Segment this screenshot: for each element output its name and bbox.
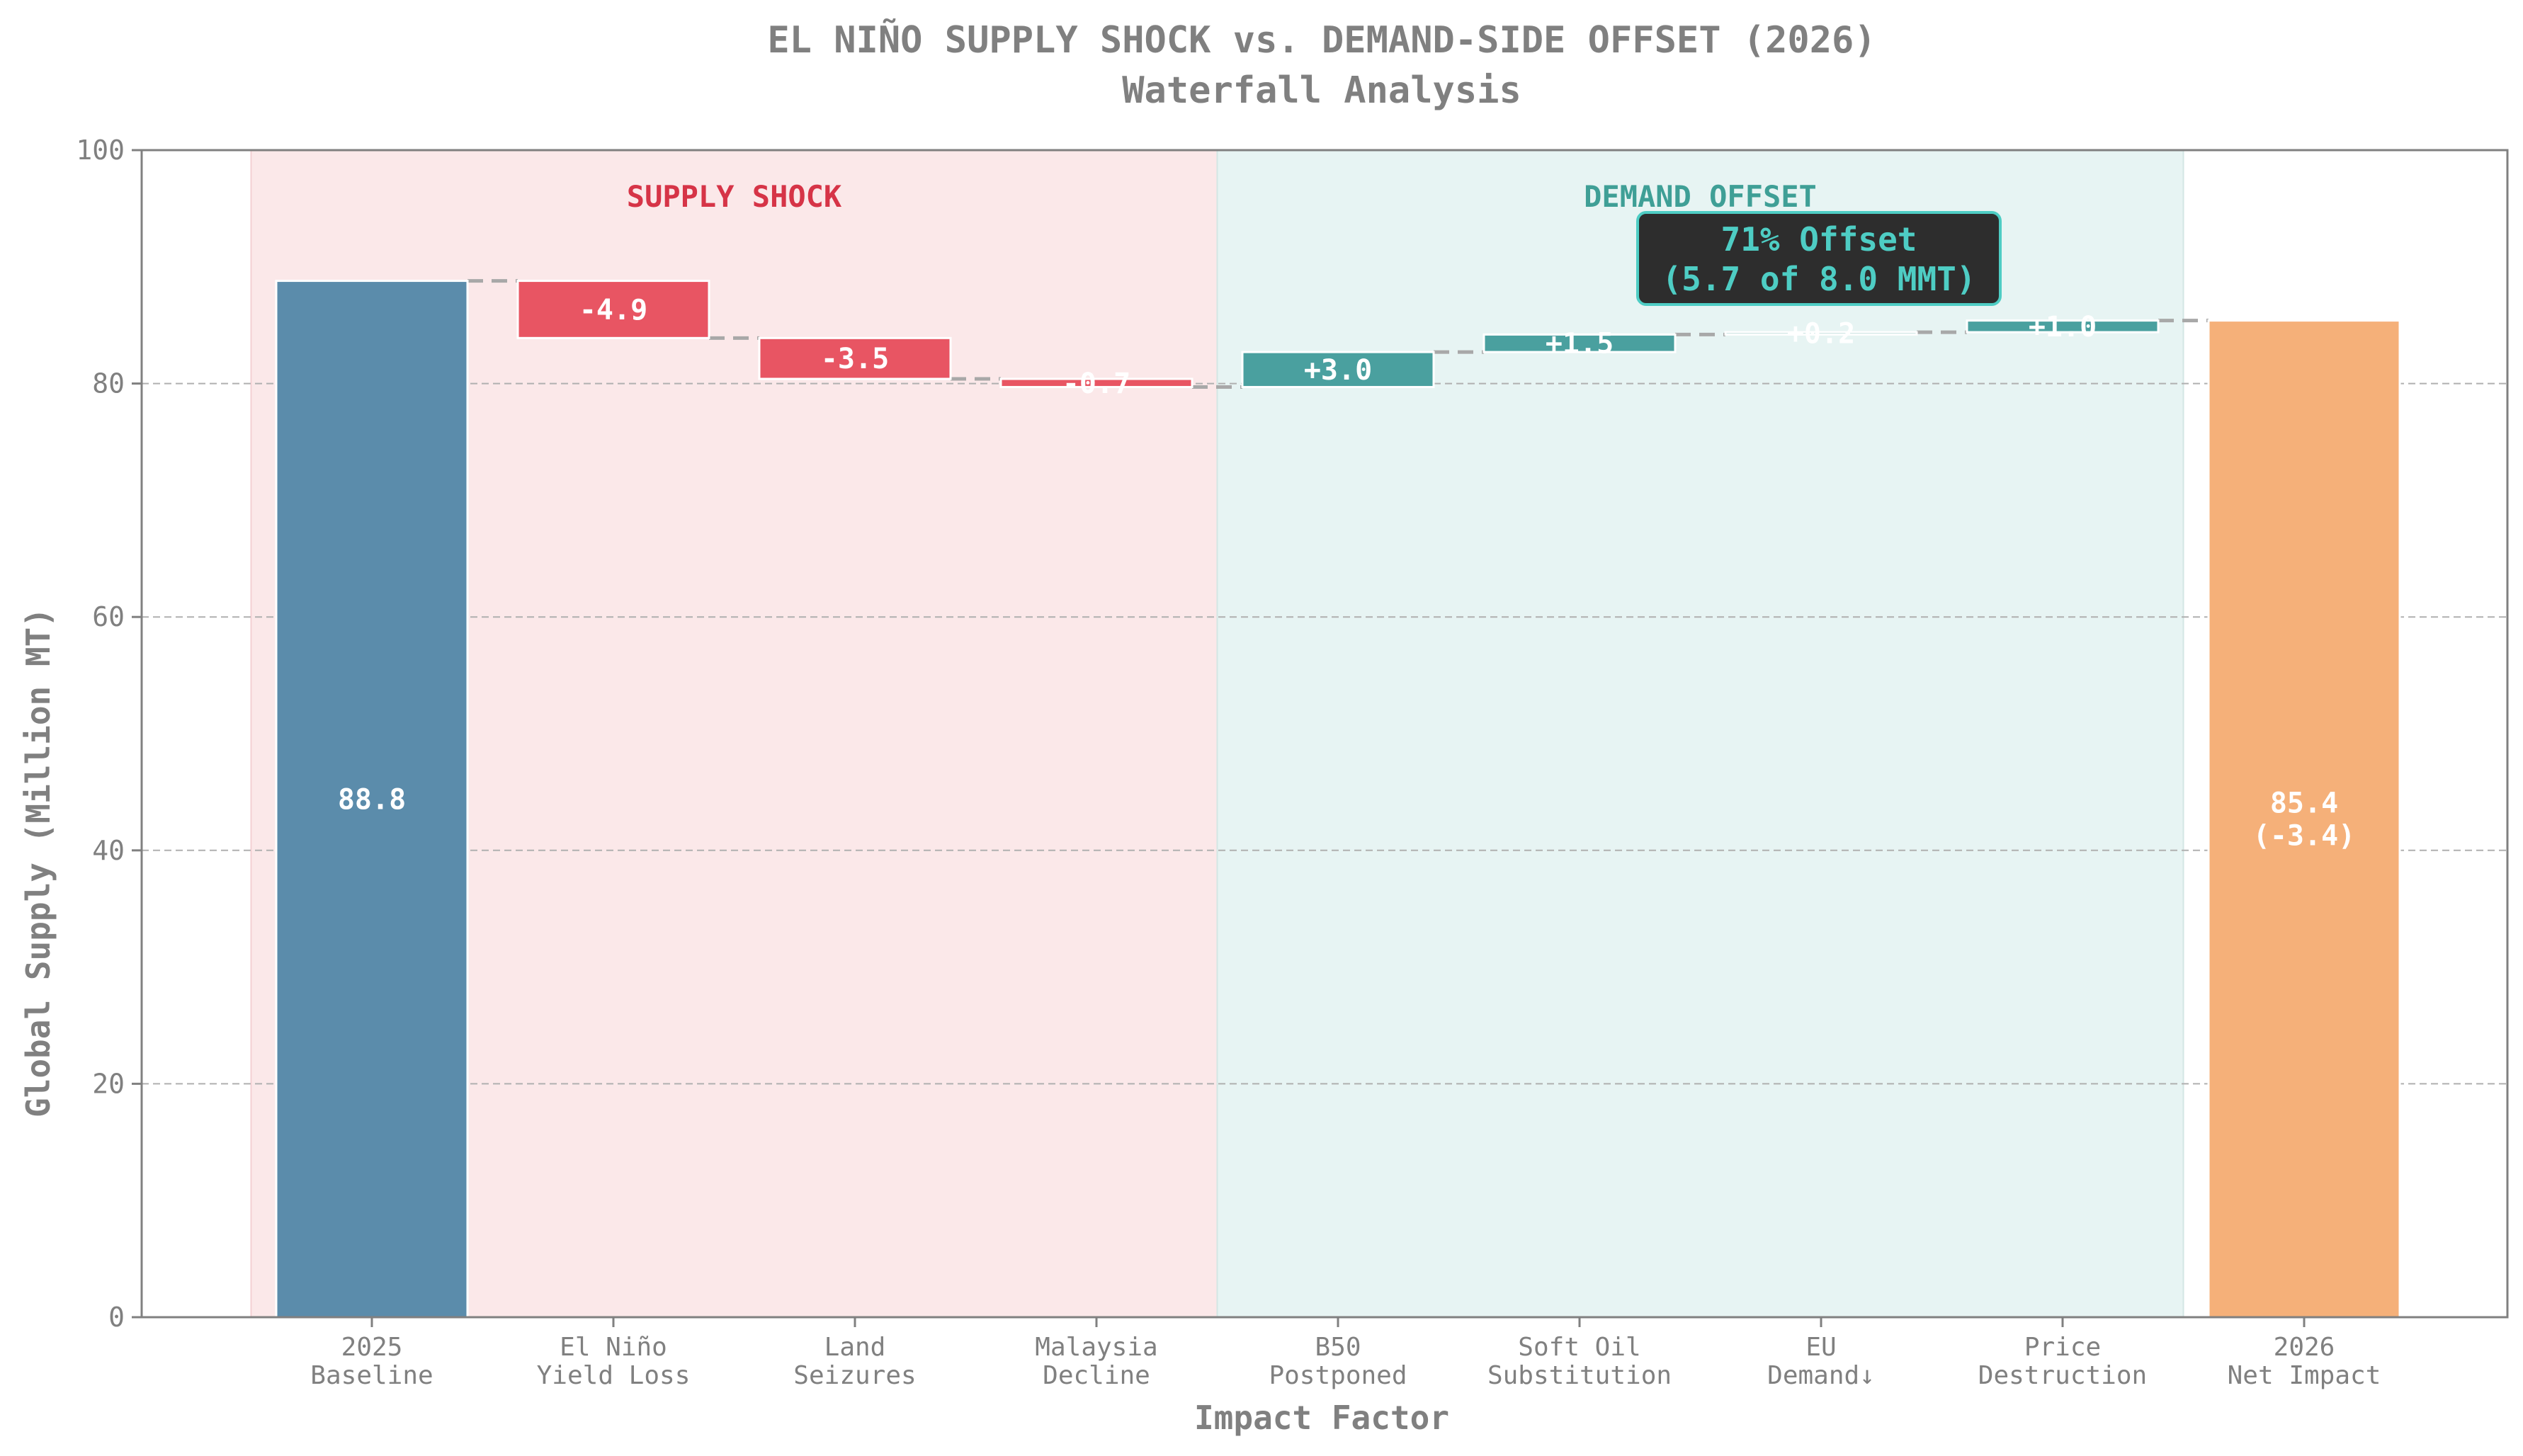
bar-label-8-1: (-3.4) (2253, 819, 2356, 852)
bar-7 (1966, 319, 2160, 334)
bars (275, 280, 2401, 1319)
bar-2 (758, 336, 952, 380)
bar-1 (516, 280, 710, 339)
bar-label-5: +1.5 (1546, 328, 1614, 360)
x-tick-label-8-0: 2026 (2274, 1333, 2335, 1362)
annotation-line-0: 71% Offset (1721, 220, 1917, 258)
x-tick-label-7-1: Destruction (1978, 1361, 2147, 1390)
x-tick-label-3-0: Malaysia (1035, 1333, 1157, 1362)
region-label-supply: SUPPLY SHOCK (627, 179, 842, 214)
x-tick-label-2-1: Seizures (793, 1361, 916, 1390)
annotation-line-1: (5.7 of 8.0 MMT) (1662, 260, 1975, 298)
region-labels: SUPPLY SHOCK DEMAND OFFSET (627, 179, 1817, 214)
x-tick-label-4-1: Postponed (1269, 1361, 1407, 1390)
x-tick-label-6-1: Demand↓ (1767, 1361, 1875, 1390)
bar-label-6: +0.2 (1787, 318, 1855, 351)
x-tick-label-8-1: Net Impact (2228, 1361, 2381, 1390)
bar-8 (2207, 319, 2401, 1319)
bar-0 (275, 280, 469, 1319)
bar-label-2: -3.5 (821, 343, 889, 375)
x-tick-label-5-1: Substitution (1487, 1361, 1672, 1390)
bar-3 (999, 377, 1194, 389)
x-tick-label-2-0: Land (824, 1333, 886, 1362)
y-tick-label-40: 40 (92, 835, 125, 866)
x-tick-label-1-1: Yield Loss (537, 1361, 691, 1390)
x-tick-label-1-0: El Niño (560, 1333, 667, 1362)
bar-label-3: -0.7 (1062, 368, 1130, 400)
bar-label-0: 88.8 (338, 783, 406, 816)
region-background-demand (1216, 149, 2184, 1318)
bar-5 (1482, 333, 1677, 353)
x-tick-label-0-1: Baseline (310, 1361, 433, 1390)
chart-subtitle: Waterfall Analysis (1122, 69, 1521, 112)
bar-label-7: +1.0 (2029, 311, 2097, 343)
annotation-box (1636, 211, 2002, 306)
connector-lines (467, 279, 2209, 389)
bar-label-1: -4.9 (579, 294, 647, 326)
x-tick-label-6-0: EU (1805, 1333, 1836, 1362)
y-tick-label-100: 100 (76, 135, 125, 166)
y-tick-label-60: 60 (92, 601, 125, 632)
region-label-demand: DEMAND OFFSET (1584, 179, 1817, 214)
x-tick-label-5-0: Soft Oil (1518, 1333, 1640, 1362)
offset-annotation: 71% Offset(5.7 of 8.0 MMT) (1636, 211, 2002, 306)
bar-6 (1724, 331, 1918, 336)
bar-4 (1241, 351, 1435, 389)
y-tick-label-0: 0 (108, 1302, 125, 1333)
x-tick-label-0-0: 2025 (341, 1333, 403, 1362)
x-tick-label-7-0: Price (2024, 1333, 2101, 1362)
y-tick-label-20: 20 (92, 1068, 125, 1099)
bar-labels: 88.8 -4.9 -3.5 -0.7 +3.0 +1.5 +0.2 +1.0 85.4(-3.… (338, 294, 2355, 852)
x-tick-label-4-0: B50 (1315, 1333, 1361, 1362)
bar-label-4: +3.0 (1304, 354, 1372, 387)
y-tick-label-80: 80 (92, 368, 125, 399)
plot-frame (140, 149, 2509, 1319)
x-axis-label: Impact Factor (1194, 1399, 1449, 1437)
x-tick-label-3-1: Decline (1043, 1361, 1150, 1390)
bar-label-8: 85.4 (2270, 787, 2338, 819)
y-axis-label: Global Supply (Million MT) (19, 608, 57, 1117)
chart-title: EL NIÑO SUPPLY SHOCK vs. DEMAND-SIDE OFF… (767, 18, 1876, 62)
